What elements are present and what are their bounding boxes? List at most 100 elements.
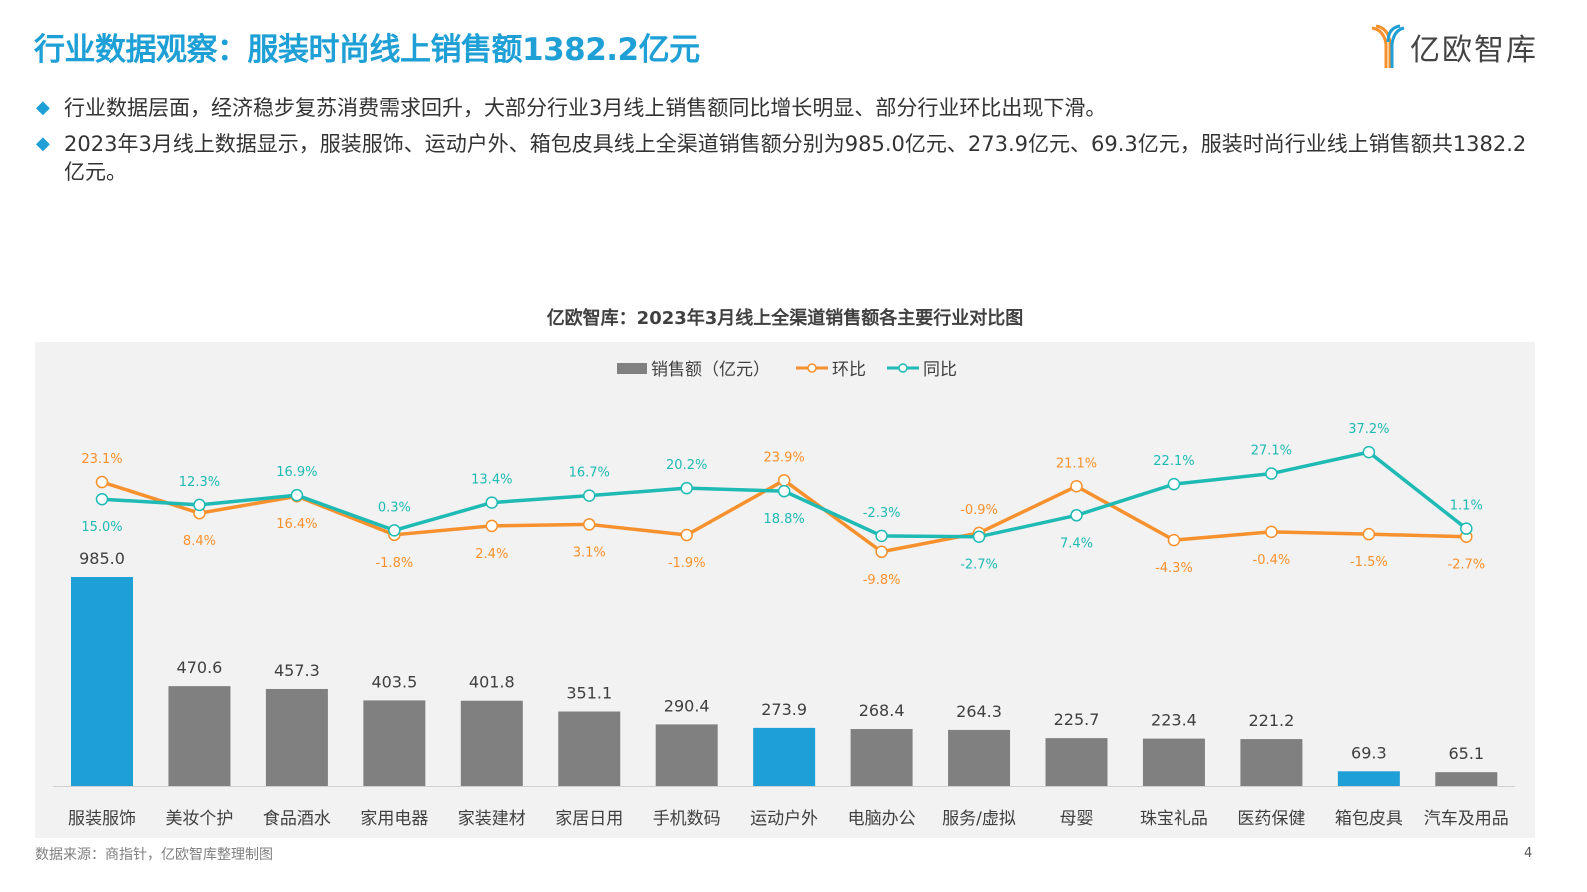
line-marker	[1362, 445, 1376, 459]
bullet-text: 行业数据层面，经济稳步复苏消费需求回升，大部分行业3月线上销售额同比增长明显、部…	[64, 96, 1107, 120]
bar	[948, 729, 1011, 786]
bar	[1240, 739, 1303, 786]
bar	[1142, 738, 1205, 786]
x-tick-label: 母婴	[1060, 809, 1094, 829]
logo-text: 亿欧智库	[1410, 33, 1538, 68]
line-data-label: 2.4%	[475, 547, 508, 562]
x-tick-label: 医药保健	[1237, 809, 1305, 829]
bullet-item: ◆ 行业数据层面，经济稳步复苏消费需求回升，大部分行业3月线上销售额同比增长明显、…	[36, 94, 1536, 122]
line-data-label: -4.3%	[1155, 561, 1193, 576]
bar-data-label: 290.4	[664, 696, 710, 715]
bar	[655, 724, 718, 786]
bar-data-label: 985.0	[79, 549, 125, 568]
line-data-label: 1.1%	[1450, 499, 1483, 514]
line-marker	[1460, 522, 1473, 535]
line-data-label: 3.1%	[573, 545, 606, 560]
line-data-label: 0.3%	[378, 500, 411, 515]
line-marker	[95, 492, 109, 506]
diamond-icon: ◆	[36, 97, 50, 118]
bar	[363, 700, 426, 786]
logo: 亿欧智库	[1370, 24, 1538, 70]
bar	[850, 729, 913, 786]
line-data-label: -0.4%	[1253, 553, 1291, 568]
bar-data-label: 457.3	[274, 661, 320, 680]
line-data-label: 13.4%	[471, 473, 512, 488]
line-marker	[1070, 509, 1083, 522]
bullet-item: ◆ 2023年3月线上数据显示，服装服饰、运动户外、箱包皮具线上全渠道销售额分别为…	[36, 130, 1536, 186]
bar-data-label: 264.3	[956, 702, 1002, 721]
line-marker	[875, 545, 888, 559]
bar-data-label: 221.2	[1248, 711, 1294, 730]
line-marker	[972, 530, 986, 543]
line-data-label: 7.4%	[1060, 536, 1093, 551]
page-number: 4	[1524, 846, 1533, 861]
line-data-label: -1.9%	[668, 556, 706, 571]
x-tick-label: 电脑办公	[848, 809, 916, 829]
chart-title: 亿欧智库：2023年3月线上全渠道销售额各主要行业对比图	[546, 308, 1024, 329]
line-marker	[193, 498, 206, 512]
bar-data-label: 273.9	[761, 700, 807, 719]
line-marker	[1362, 527, 1376, 541]
line-data-label: 8.4%	[183, 534, 216, 549]
bar-data-label: 470.6	[177, 658, 223, 677]
bullet-list: ◆ 行业数据层面，经济稳步复苏消费需求回升，大部分行业3月线上销售额同比增长明显、…	[36, 94, 1536, 194]
line-data-label: 16.9%	[276, 465, 317, 480]
line-marker	[485, 496, 499, 509]
line-data-label: 37.2%	[1348, 422, 1389, 437]
bar	[265, 688, 328, 786]
line-data-label: 23.9%	[763, 450, 804, 465]
line-data-label: 18.8%	[763, 512, 804, 527]
bar-data-label: 225.7	[1054, 710, 1100, 729]
bar-data-label: 65.1	[1448, 744, 1484, 763]
line-marker	[1070, 480, 1083, 493]
bar	[168, 686, 231, 786]
line-data-label: -2.3%	[863, 506, 901, 521]
line-marker	[680, 481, 693, 495]
x-tick-label: 服务/虚拟	[942, 809, 1016, 829]
x-tick-label: 美妆个护	[165, 809, 233, 829]
diamond-icon: ◆	[36, 133, 50, 154]
line-data-label: 21.1%	[1056, 456, 1097, 471]
x-tick-label: 食品酒水	[263, 809, 331, 829]
x-tick-label: 家用电器	[360, 809, 428, 829]
line-data-label: -9.8%	[863, 573, 901, 588]
x-tick-label: 服装服饰	[68, 809, 136, 829]
line-data-label: 15.0%	[81, 520, 122, 535]
bar-data-label: 268.4	[859, 701, 905, 720]
line-marker	[95, 475, 109, 489]
legend-label: 销售额（亿元）	[651, 360, 770, 380]
bar-data-label: 403.5	[371, 672, 417, 691]
line-data-label: 23.1%	[81, 452, 122, 467]
line-marker	[485, 519, 499, 533]
line-marker	[680, 528, 693, 542]
line-marker	[1265, 525, 1278, 539]
page-title: 行业数据观察：服装时尚线上销售额1382.2亿元	[34, 32, 700, 68]
line-data-label: -0.9%	[960, 503, 998, 518]
legend-label: 环比	[832, 360, 866, 380]
bar-data-label: 69.3	[1351, 743, 1387, 762]
bar	[460, 700, 523, 786]
line-data-label: 22.1%	[1153, 454, 1194, 469]
x-tick-label: 汽车及用品	[1424, 809, 1509, 829]
bar-data-label: 401.8	[469, 673, 515, 692]
line-marker	[1167, 533, 1181, 547]
x-tick-label: 珠宝礼品	[1140, 809, 1208, 829]
line-data-label: 16.4%	[276, 517, 317, 532]
legend-marker	[807, 363, 817, 373]
line-marker	[388, 524, 401, 537]
line-marker	[777, 474, 791, 487]
line-data-label: -2.7%	[960, 558, 998, 573]
bullet-text: 2023年3月线上数据显示，服装服饰、运动户外、箱包皮具线上全渠道销售额分别为9…	[64, 132, 1527, 184]
legend-marker	[898, 363, 908, 373]
line-data-label: -1.8%	[375, 556, 413, 571]
bar	[1337, 771, 1400, 786]
x-tick-label: 手机数码	[653, 809, 721, 829]
bar	[1045, 738, 1108, 786]
bar	[558, 711, 621, 786]
bar-data-label: 223.4	[1151, 711, 1197, 730]
x-tick-label: 家装建材	[458, 809, 526, 829]
line-data-label: 20.2%	[666, 458, 707, 473]
line-data-label: 27.1%	[1251, 444, 1292, 459]
bar-data-label: 351.1	[566, 684, 612, 703]
